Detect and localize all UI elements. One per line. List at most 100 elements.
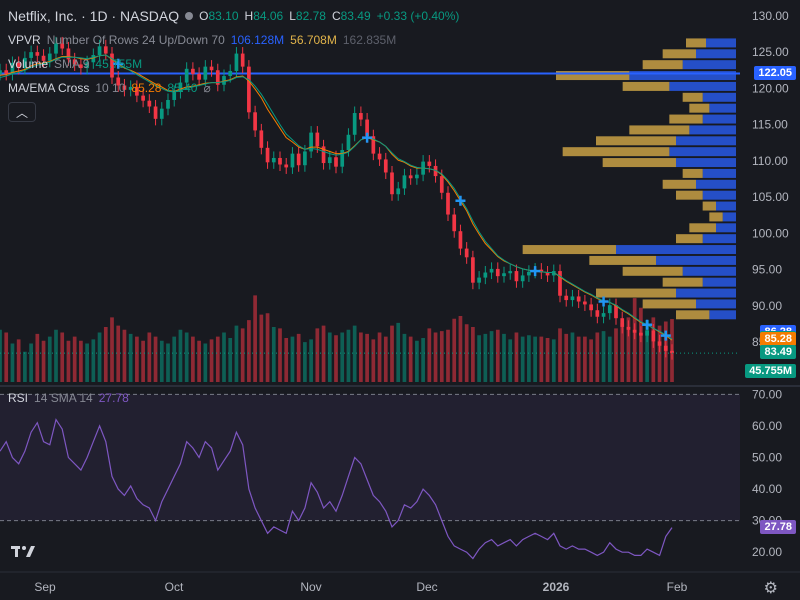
candle-body-62 — [383, 159, 388, 173]
vpvr-down-row-16 — [709, 212, 723, 222]
candle-body-69 — [427, 161, 432, 166]
hide-icon[interactable]: ⌀ — [203, 81, 211, 95]
candle-body-31 — [191, 68, 195, 74]
vpvr-down-row-2 — [642, 60, 683, 70]
vpvr-up-row-2 — [682, 60, 736, 70]
volume-bar-102 — [632, 298, 637, 382]
volume-bar-34 — [209, 339, 214, 382]
ma-params: 10 10 — [95, 81, 126, 95]
price-tick-label-2: 95.00 — [752, 263, 782, 277]
volume-bar-78 — [483, 333, 488, 382]
collapse-legend-button[interactable]: ︿ — [8, 102, 36, 122]
candle-body-95 — [589, 304, 593, 311]
vpvr-down-row-23 — [596, 288, 676, 298]
vpvr-up-row-21 — [682, 266, 736, 276]
price-tick-label-4: 105.00 — [752, 190, 789, 204]
vpvr-down-row-18 — [676, 234, 703, 244]
vpvr-down-row-9 — [596, 136, 676, 146]
ma-fast-value: 85.28 — [131, 81, 162, 95]
volume-bar-70 — [433, 332, 438, 382]
volume-bar-72 — [446, 329, 450, 382]
candle-body-9 — [54, 43, 58, 54]
volume-bar-86 — [533, 336, 537, 382]
vpvr-down-row-5 — [682, 92, 703, 102]
candle-body-99 — [614, 305, 618, 319]
volume-bar-98 — [607, 336, 612, 382]
candle-body-45 — [278, 157, 282, 165]
vpvr-down-row-19 — [522, 245, 616, 255]
volume-bar-11 — [66, 340, 71, 382]
candle-body-26 — [159, 108, 164, 119]
volume-legend[interactable]: Volume SMA 9 45.755M — [8, 57, 142, 71]
candle-body-40 — [247, 66, 251, 113]
tradingview-logo[interactable] — [10, 540, 38, 562]
volume-bar-7 — [41, 340, 46, 382]
candle-body-82 — [508, 271, 513, 274]
volume-bar-106 — [657, 325, 662, 382]
vpvr-up-row-11 — [676, 158, 736, 168]
vpvr-down-row-3 — [556, 71, 630, 81]
rsi-value: 27.78 — [98, 391, 129, 405]
vpvr-up-row-20 — [656, 255, 736, 265]
ohlc-low: L82.78 — [289, 9, 326, 23]
vpvr-down-row-22 — [662, 277, 703, 287]
price-tag-3: 85.28 — [760, 332, 796, 347]
time-tick-label-4: 2026 — [543, 580, 570, 594]
candle-body-64 — [396, 188, 401, 195]
volume-bar-45 — [278, 328, 282, 382]
ma-legend[interactable]: MA/EMA Cross 10 10 85.28 85.40 ⌀ — [8, 81, 211, 95]
ma-slow-value: 85.40 — [167, 81, 198, 95]
candle-body-22 — [135, 86, 139, 96]
volume-bar-62 — [383, 336, 388, 382]
rsi-line — [0, 418, 673, 560]
symbol-title[interactable]: Netflix, Inc. · 1D · NASDAQ — [8, 8, 180, 24]
price-tick-label-7: 120.00 — [752, 81, 789, 95]
volume-bar-0 — [0, 329, 2, 382]
candle-body-32 — [197, 73, 201, 80]
vpvr-down-row-7 — [669, 114, 703, 124]
rsi-tick-label-3: 50.00 — [752, 450, 782, 464]
candle-body-16 — [97, 46, 102, 56]
candle-body-39 — [240, 53, 245, 67]
price-tick-label-6: 115.00 — [752, 118, 788, 132]
volume-bar-105 — [651, 317, 656, 382]
volume-bar-28 — [172, 336, 177, 382]
price-tick-label-9: 130.00 — [752, 9, 789, 23]
time-tick-label-2: Nov — [300, 580, 321, 594]
candle-body-43 — [265, 147, 270, 163]
vpvr-up-value: 106.128M — [230, 33, 285, 47]
candle-body-89 — [551, 271, 556, 276]
vpvr-up-row-15 — [716, 201, 736, 211]
vpvr-legend[interactable]: VPVR Number Of Rows 24 Up/Down 70 106.12… — [8, 33, 396, 47]
candle-body-12 — [72, 59, 77, 65]
vpvr-down-value: 56.708M — [290, 33, 337, 47]
vpvr-down-row-25 — [676, 310, 710, 320]
vpvr-down-row-14 — [676, 190, 703, 200]
volume-bar-71 — [439, 331, 444, 382]
ohlc-close: C83.49 — [331, 9, 371, 23]
price-tag-5: 45.755M — [745, 363, 796, 378]
rsi-legend[interactable]: RSI 14 SMA 14 27.78 — [8, 391, 129, 405]
volume-bar-4 — [23, 351, 27, 382]
candle-body-73 — [452, 214, 457, 232]
candle-body-35 — [215, 70, 220, 85]
gear-icon[interactable]: ⚙ — [763, 580, 778, 597]
vpvr-name: VPVR — [8, 33, 41, 47]
vpvr-up-row-9 — [676, 136, 736, 146]
candle-body-61 — [377, 153, 382, 160]
vpvr-up-row-14 — [702, 190, 736, 200]
volume-bar-46 — [284, 338, 289, 382]
candle-body-42 — [259, 130, 264, 148]
volume-bar-90 — [558, 328, 562, 382]
volume-bar-41 — [253, 295, 257, 382]
candle-body-100 — [620, 318, 625, 327]
vpvr-down-row-15 — [702, 201, 716, 211]
candle-body-19 — [116, 77, 121, 86]
candle-body-52 — [321, 146, 326, 164]
candle-body-96 — [595, 310, 600, 317]
candle-body-20 — [122, 85, 127, 90]
volume-bar-31 — [191, 336, 195, 382]
volume-bar-101 — [626, 317, 631, 382]
candle-body-51 — [315, 132, 320, 147]
